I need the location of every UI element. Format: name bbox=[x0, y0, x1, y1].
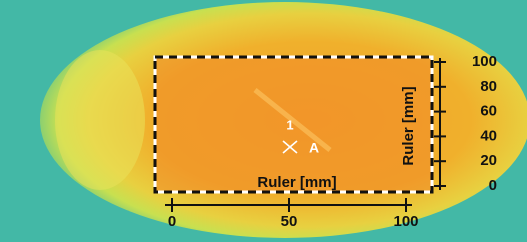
x-tick-label: 0 bbox=[168, 213, 176, 230]
y-tick-label: 0 bbox=[489, 177, 497, 194]
x-tick-label: 50 bbox=[281, 213, 298, 230]
x-ruler-label: Ruler [mm] bbox=[257, 174, 336, 191]
marker-number: 1 bbox=[286, 117, 293, 132]
y-tick-label: 80 bbox=[480, 78, 497, 95]
y-tick-label: 60 bbox=[480, 103, 497, 120]
y-ruler-label: Ruler [mm] bbox=[400, 86, 417, 165]
marker-letter: A bbox=[309, 140, 319, 156]
edge-zone bbox=[55, 50, 145, 190]
y-tick-label: 100 bbox=[472, 53, 497, 70]
y-tick-label: 20 bbox=[480, 152, 497, 169]
x-tick-label: 100 bbox=[393, 213, 418, 230]
y-tick-label: 40 bbox=[480, 127, 497, 144]
thermal-image: 1 A Ruler [mm] Ruler [mm] 0 50 100 0 20 40 60 8… bbox=[0, 0, 527, 242]
